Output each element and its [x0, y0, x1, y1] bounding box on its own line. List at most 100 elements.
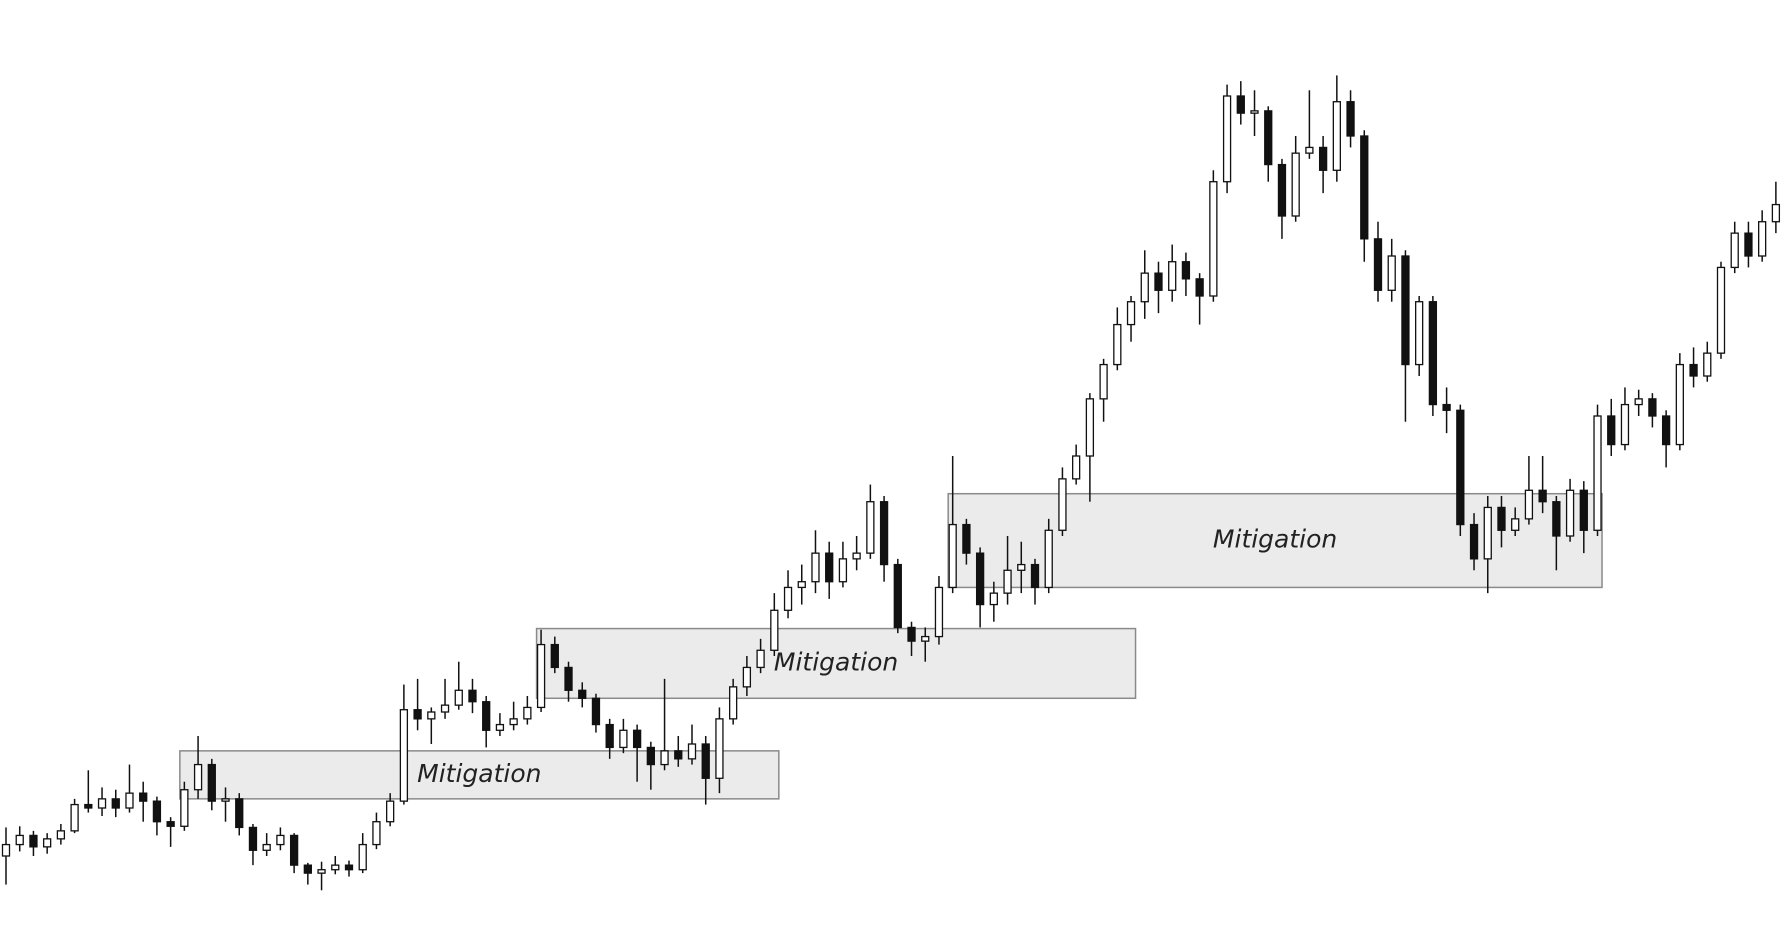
- candle-body: [1442, 403, 1451, 411]
- candle-body: [1126, 301, 1136, 326]
- candle-body: [1634, 398, 1643, 406]
- candle-body: [1318, 146, 1328, 171]
- candle-body: [989, 592, 998, 606]
- candle-body: [207, 763, 216, 802]
- candle-body: [84, 803, 93, 809]
- candle-body: [578, 689, 587, 699]
- candle-body: [1, 843, 11, 857]
- candle-body: [125, 792, 134, 809]
- candle-body: [1703, 352, 1712, 377]
- candle-body: [276, 834, 285, 846]
- mitigation-zone: [947, 492, 1603, 589]
- candle-body: [29, 834, 38, 848]
- candle-body: [1222, 95, 1232, 183]
- candle-body: [56, 830, 66, 840]
- candle-body: [399, 709, 409, 802]
- candle-body: [1003, 569, 1012, 594]
- candle-body: [811, 552, 820, 583]
- candle-body: [1072, 455, 1081, 480]
- candle-body: [1730, 232, 1739, 269]
- candles: [1, 75, 1781, 891]
- candle-body: [1689, 363, 1698, 377]
- candle-body: [550, 643, 559, 669]
- candle-body: [1332, 101, 1341, 171]
- candle-body: [962, 523, 971, 554]
- candle-body: [248, 826, 258, 851]
- candle-body: [605, 723, 614, 749]
- candle-body: [111, 798, 120, 809]
- candle-body: [1030, 563, 1040, 589]
- candle-body: [372, 821, 381, 846]
- candle-body: [1415, 301, 1424, 366]
- candle-body: [1168, 261, 1177, 291]
- zone-label: Mitigation: [774, 647, 898, 676]
- candle-body: [1264, 110, 1273, 166]
- zones: [179, 492, 1603, 800]
- candle-body: [193, 763, 203, 791]
- candle-body: [1661, 415, 1671, 446]
- candle-body: [413, 709, 422, 720]
- candle-body: [97, 798, 107, 809]
- candle-body: [358, 843, 367, 871]
- candle-body: [879, 501, 889, 566]
- candle-body: [907, 626, 916, 642]
- candle-body: [729, 686, 738, 720]
- candle-body: [852, 552, 861, 560]
- candle-body: [1538, 489, 1547, 503]
- candle-body: [1428, 301, 1438, 406]
- candle-body: [221, 798, 230, 802]
- candle-body: [783, 586, 793, 611]
- candle-body: [235, 798, 244, 829]
- candle-body: [701, 743, 710, 779]
- candle-body: [1250, 110, 1259, 114]
- candle-body: [317, 869, 326, 874]
- candle-body: [797, 581, 806, 589]
- candle-body: [180, 789, 189, 827]
- candle-body: [1044, 529, 1053, 589]
- candle-body: [166, 821, 175, 827]
- candle-body: [289, 834, 299, 866]
- candle-body: [564, 666, 573, 691]
- candle-body: [674, 750, 683, 760]
- candle-body: [536, 643, 546, 709]
- candle-body: [934, 586, 944, 638]
- candle-body: [1277, 163, 1287, 217]
- candle-body: [1771, 203, 1781, 223]
- candle-body: [1758, 221, 1767, 257]
- candle-body: [1648, 398, 1657, 417]
- candle-body: [1401, 255, 1410, 366]
- candle-body: [1744, 232, 1753, 257]
- candle-body: [687, 743, 697, 760]
- candle-body: [632, 729, 642, 749]
- candle-body: [454, 689, 463, 706]
- candle-body: [303, 864, 312, 874]
- candle-body: [1579, 489, 1588, 531]
- candle-body: [756, 649, 765, 669]
- candle-body: [1456, 409, 1465, 526]
- candle-body: [344, 864, 354, 871]
- candle-body: [1360, 135, 1369, 240]
- candle-body: [770, 609, 779, 651]
- candle-body: [1607, 415, 1616, 446]
- candle-body: [1236, 95, 1245, 114]
- candle-body: [1140, 272, 1149, 303]
- zone-label: Mitigation: [1213, 525, 1337, 554]
- candle-body: [1469, 523, 1479, 560]
- candle-body: [386, 800, 395, 823]
- candle-body: [523, 706, 532, 720]
- candle-body: [921, 635, 930, 642]
- candle-body: [1675, 363, 1684, 446]
- candle-body: [495, 723, 505, 731]
- candle-body: [1085, 398, 1095, 457]
- candle-body: [948, 523, 957, 589]
- candle-body: [1483, 506, 1492, 560]
- candle-body: [1181, 261, 1191, 280]
- candle-body: [660, 750, 669, 766]
- candle-body: [591, 697, 601, 726]
- candle-body: [152, 800, 162, 823]
- candle-body: [70, 803, 79, 832]
- candle-body: [1346, 101, 1355, 137]
- mitigation-zone: [535, 627, 1137, 700]
